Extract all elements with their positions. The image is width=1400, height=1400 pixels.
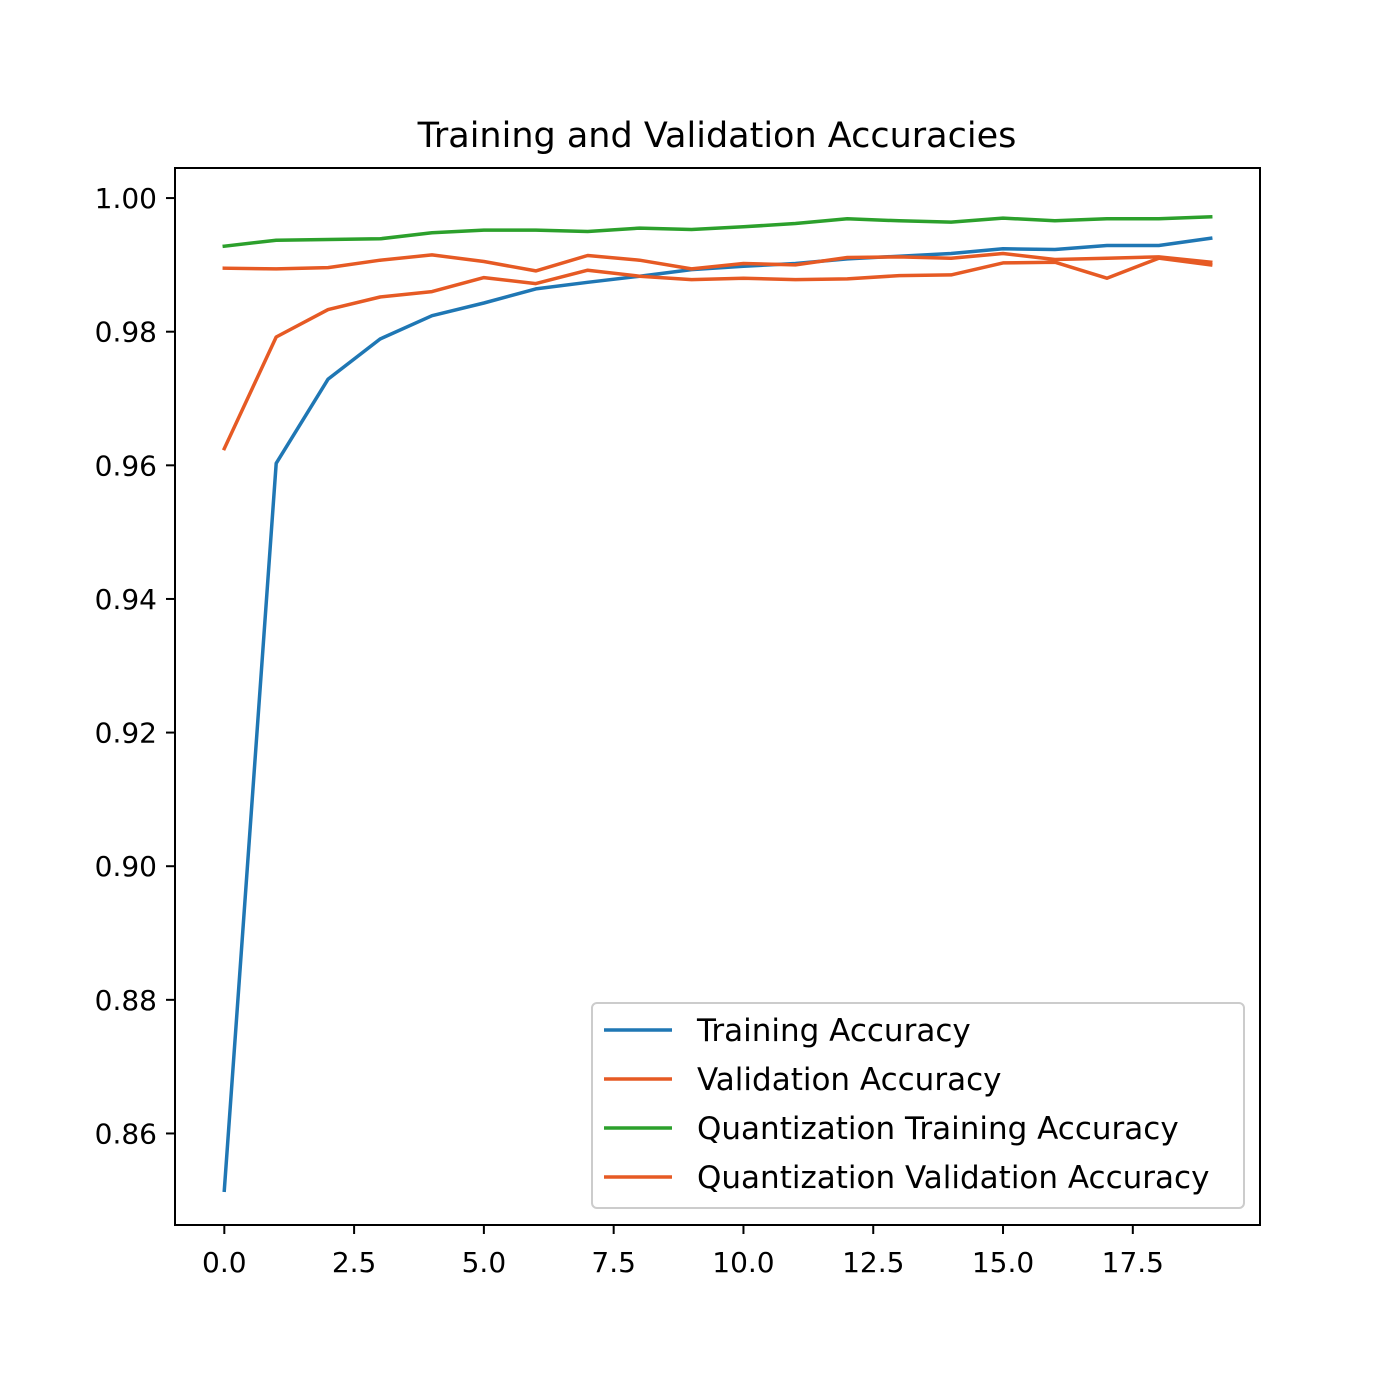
y-tick-label: 0.86 [95,1117,157,1150]
legend: Training Accuracy Validation Accuracy Quan… [591,1002,1245,1209]
chart-title: Training and Validation Accuracies [417,116,1017,156]
y-tick-label: 0.96 [95,449,157,482]
x-tick-label: 7.5 [591,1246,636,1279]
y-tick-label: 0.88 [95,984,157,1017]
legend-label-2: Validation Accuracy [697,1062,1001,1098]
y-tick-label: 0.92 [95,717,157,750]
series-line-3 [222,214,1213,249]
x-tick-label: 0.0 [202,1246,247,1279]
y-tick-label: 0.98 [95,316,157,349]
plot-frame [174,167,1261,1226]
x-tick-label: 5.0 [462,1246,507,1279]
legend-box [591,1002,1245,1209]
series-layer [221,214,1213,1193]
y-tick-label: 0.94 [95,583,157,616]
x-tick-label: 15.0 [972,1246,1034,1279]
x-tick-label: 17.5 [1102,1246,1164,1279]
x-tick-label: 10.0 [712,1246,774,1279]
series-line-4 [222,251,1213,273]
legend-label-4: Quantization Validation Accuracy [697,1160,1209,1196]
legend-label-3: Quantization Training Accuracy [697,1111,1179,1147]
series-line-2 [221,256,1213,451]
y-tick-label: 0.90 [95,850,157,883]
x-axis: 0.0 2.5 5.0 7.5 10.0 12.5 15.0 17.5 [202,1225,1164,1279]
x-tick-label: 12.5 [842,1246,904,1279]
y-axis: 0.86 0.88 0.90 0.92 0.94 0.96 0.98 1.00 [95,182,175,1150]
legend-label-1: Training Accuracy [696,1013,971,1049]
x-tick-label: 2.5 [332,1246,377,1279]
y-tick-label: 1.00 [95,182,157,215]
